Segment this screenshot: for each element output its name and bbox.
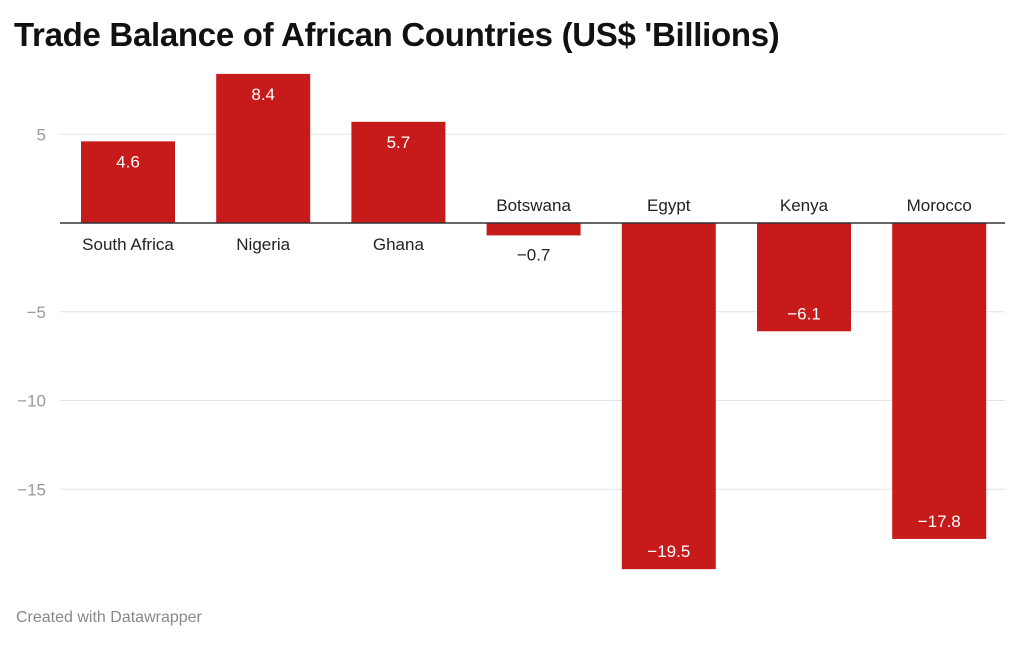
bar-botswana bbox=[486, 223, 581, 236]
value-label: −19.5 bbox=[647, 542, 690, 561]
bar-kenya bbox=[757, 223, 851, 332]
bar-morocco bbox=[892, 223, 987, 539]
chart-title: Trade Balance of African Countries (US$ … bbox=[14, 16, 780, 53]
value-label: −17.8 bbox=[918, 512, 961, 531]
category-label: Kenya bbox=[780, 196, 829, 215]
bar-south-africa bbox=[81, 141, 175, 223]
bar-ghana bbox=[351, 121, 446, 223]
bar-nigeria bbox=[216, 73, 311, 224]
value-label: 8.4 bbox=[251, 85, 275, 104]
y-tick-label: −5 bbox=[27, 303, 46, 322]
y-tick-label: −10 bbox=[17, 392, 46, 411]
category-label: Morocco bbox=[907, 196, 972, 215]
footer-credit: Created with Datawrapper bbox=[16, 609, 202, 626]
y-tick-label: 5 bbox=[37, 125, 46, 144]
value-label: −0.7 bbox=[517, 245, 551, 264]
value-label: −6.1 bbox=[787, 304, 821, 323]
category-label: Nigeria bbox=[236, 235, 290, 254]
category-label: Botswana bbox=[496, 196, 571, 215]
y-tick-label: −15 bbox=[17, 480, 46, 499]
category-label: Egypt bbox=[647, 196, 691, 215]
category-label: South Africa bbox=[82, 235, 174, 254]
category-label: Ghana bbox=[373, 235, 425, 254]
value-label: 5.7 bbox=[387, 133, 411, 152]
bar-egypt bbox=[621, 223, 716, 570]
value-label: 4.6 bbox=[116, 152, 140, 171]
